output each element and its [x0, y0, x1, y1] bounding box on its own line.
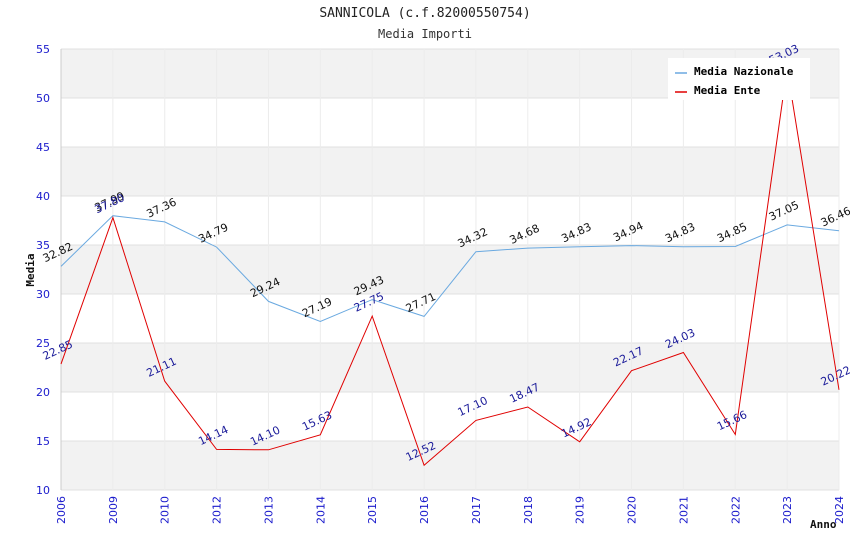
- y-tick-label: 20: [36, 386, 50, 399]
- legend-label-media-nazionale: Media Nazionale: [694, 65, 794, 78]
- x-tick-label: 2019: [574, 496, 587, 524]
- series-line-media-ente: [60, 68, 840, 467]
- plot-band: [61, 245, 839, 294]
- x-tick-label: 2009: [107, 496, 120, 524]
- x-tick-label: 2018: [522, 496, 535, 524]
- x-tick-label: 2010: [159, 496, 172, 524]
- y-tick-labels: 10 15 20 25 30 35 40 45 50 55: [36, 43, 50, 497]
- x-tick-label: 2021: [677, 496, 690, 524]
- plot-band: [61, 343, 839, 392]
- plot-band: [61, 98, 839, 147]
- x-tick-label: 2024: [833, 496, 846, 524]
- y-tick-label: 35: [36, 239, 50, 252]
- y-tick-label: 55: [36, 43, 50, 56]
- plot-band: [61, 196, 839, 245]
- chart-title: SANNICOLA (c.f.82000550754): [319, 6, 531, 21]
- plot-band: [61, 392, 839, 441]
- series-line-media-nazionale: [60, 215, 840, 323]
- x-tick-labels: 2006 2009 2010 2012 2013 2014 2015 2016 2017 2018…: [55, 496, 846, 524]
- x-tick-label: 2006: [55, 496, 68, 524]
- y-tick-label: 45: [36, 141, 50, 154]
- y-tick-label: 10: [36, 484, 50, 497]
- legend: Media Nazionale Media Ente: [668, 58, 810, 100]
- series-lines: [60, 68, 840, 467]
- chart-subtitle: Media Importi: [378, 27, 472, 41]
- x-tick-label: 2013: [262, 496, 275, 524]
- y-tick-label: 30: [36, 288, 50, 301]
- y-tick-label: 40: [36, 190, 50, 203]
- y-tick-label: 50: [36, 92, 50, 105]
- y-axis-title: Media: [24, 253, 37, 286]
- plot-band: [61, 441, 839, 490]
- x-tick-label: 2022: [729, 496, 742, 524]
- x-tick-label: 2020: [626, 496, 639, 524]
- plot-band: [61, 294, 839, 343]
- legend-box: [668, 58, 810, 100]
- x-tick-label: 2014: [314, 496, 327, 524]
- plot-band: [61, 147, 839, 196]
- legend-label-media-ente: Media Ente: [694, 84, 761, 97]
- x-axis-title: Anno: [810, 518, 837, 531]
- y-tick-label: 25: [36, 337, 50, 350]
- plot-bands: [61, 49, 839, 490]
- x-tick-label: 2015: [366, 496, 379, 524]
- x-tick-label: 2016: [418, 496, 431, 524]
- y-tick-label: 15: [36, 435, 50, 448]
- x-tick-label: 2023: [781, 496, 794, 524]
- x-tick-label: 2017: [470, 496, 483, 524]
- x-tick-label: 2012: [211, 496, 224, 524]
